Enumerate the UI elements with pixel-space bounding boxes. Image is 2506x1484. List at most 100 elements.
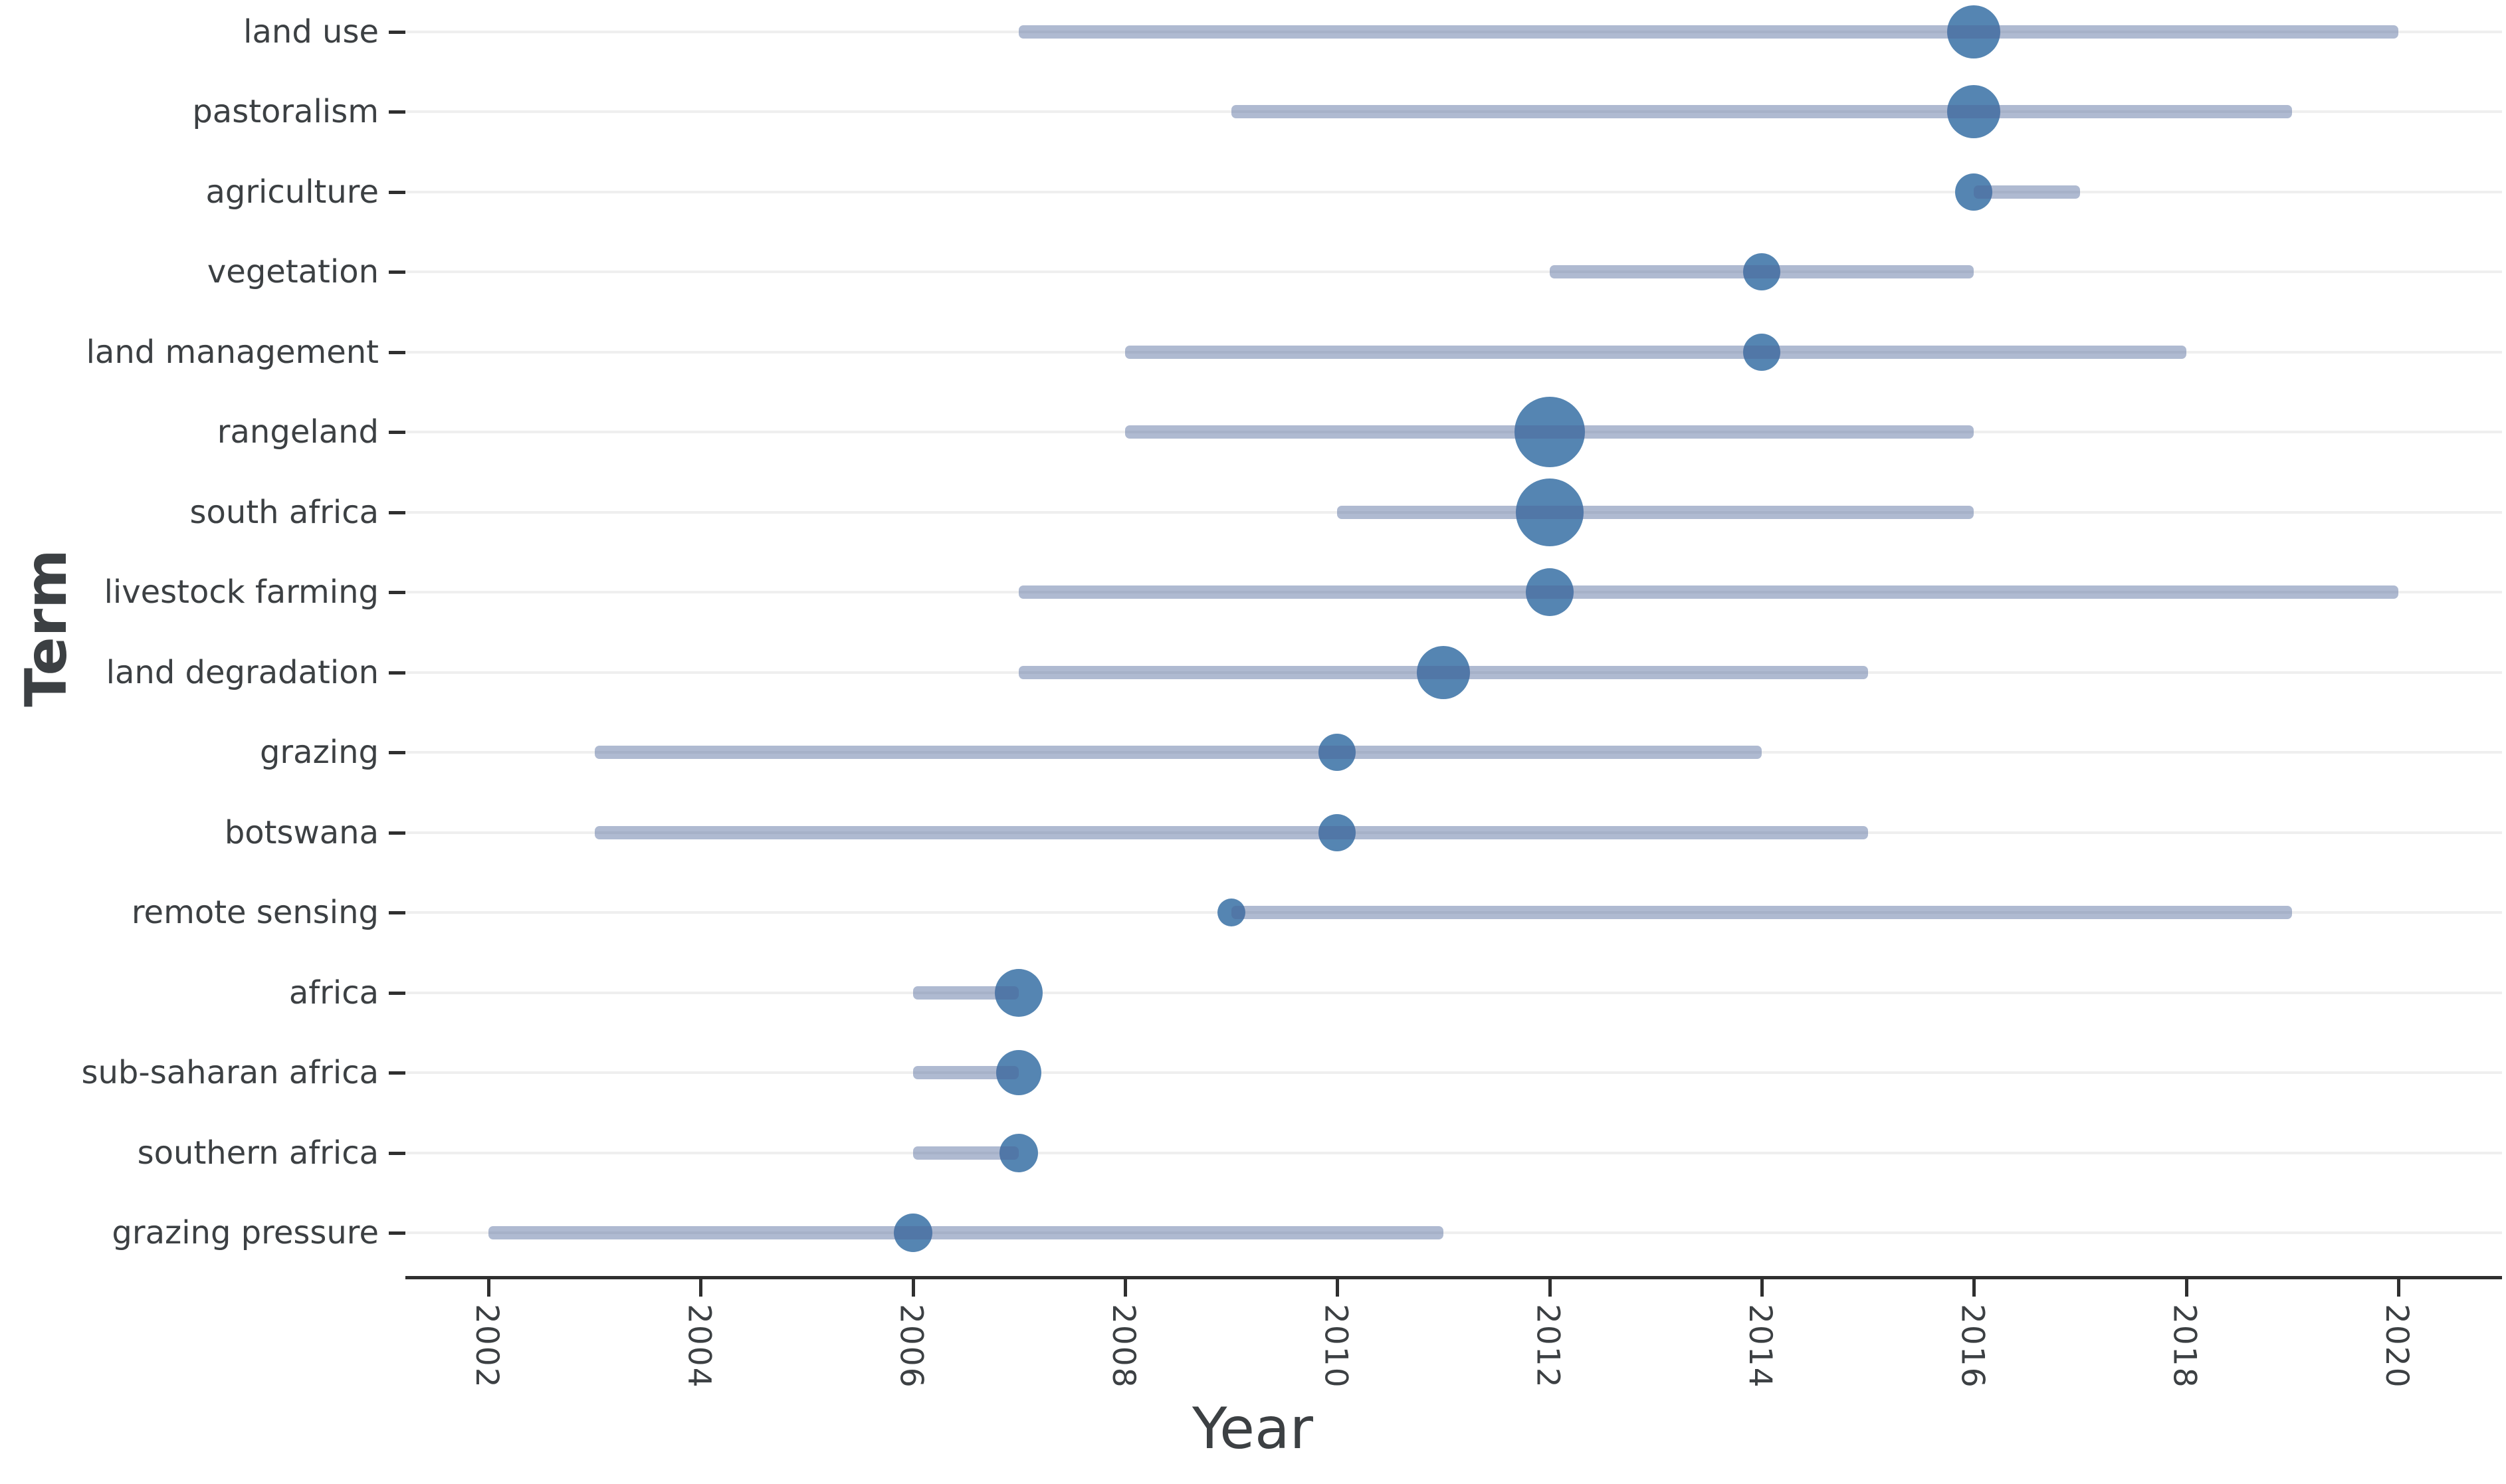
y-tick-mark [389, 591, 405, 595]
y-axis-category-label: pastoralism [192, 93, 379, 131]
x-axis-title: Year [1192, 1396, 1314, 1462]
category-gridline [405, 270, 2502, 274]
term-range-line [1019, 665, 1868, 679]
y-tick-mark [389, 1151, 405, 1155]
x-axis-year-label: 2014 [1742, 1304, 1779, 1389]
term-bubble [1947, 85, 2001, 139]
y-axis-category-label: grazing pressure [112, 1214, 379, 1252]
x-axis-year-label: 2012 [1529, 1304, 1566, 1389]
category-gridline [405, 510, 2502, 514]
category-gridline [405, 31, 2502, 33]
term-bubble [1515, 478, 1584, 546]
y-axis-category-label: southern africa [137, 1134, 379, 1172]
x-tick-mark [2184, 1278, 2188, 1297]
x-axis-year-label: 2010 [1317, 1304, 1354, 1389]
y-tick-mark [389, 751, 405, 755]
x-axis-year-label: 2002 [469, 1304, 505, 1389]
category-gridline [405, 1071, 2502, 1075]
term-bubble [1947, 5, 2001, 58]
term-bubble [999, 1133, 1039, 1172]
term-bubble [1318, 813, 1356, 851]
x-tick-mark [487, 1278, 490, 1297]
term-range-line [488, 1226, 1444, 1240]
category-gridline [405, 591, 2502, 594]
y-tick-mark [389, 190, 405, 194]
x-axis-year-label: 2016 [1954, 1304, 1991, 1389]
y-axis-category-label: grazing [259, 734, 379, 772]
term-bubble [893, 1214, 932, 1253]
x-axis-year-label: 2006 [892, 1304, 930, 1389]
term-range-line [1231, 105, 2293, 119]
term-range-line [1337, 505, 1974, 519]
x-axis-year-label: 2020 [2378, 1304, 2416, 1389]
term-range-line [912, 986, 1019, 1000]
category-gridline [405, 190, 2502, 193]
y-tick-mark [389, 991, 405, 995]
term-bubble [1514, 397, 1585, 468]
term-range-line [1019, 25, 2399, 39]
category-gridline [405, 1151, 2502, 1154]
term-bubble [1743, 253, 1781, 291]
term-range-line [1019, 585, 2399, 599]
category-gridline [405, 991, 2502, 994]
x-tick-mark [911, 1278, 915, 1297]
term-range-line [1549, 265, 1974, 279]
x-tick-mark [699, 1278, 703, 1297]
term-bubble [996, 1050, 1042, 1096]
y-tick-mark [389, 510, 405, 514]
x-tick-mark [1760, 1278, 1764, 1297]
y-tick-mark [389, 31, 405, 34]
term-range-line [912, 1146, 1019, 1160]
y-tick-mark [389, 431, 405, 435]
term-bubble [1417, 645, 1471, 699]
x-tick-mark [1124, 1278, 1128, 1297]
y-axis-category-label: south africa [189, 493, 379, 531]
category-gridline [405, 431, 2502, 434]
x-axis-year-label: 2008 [1105, 1304, 1142, 1389]
category-gridline [405, 831, 2502, 834]
term-range-line [912, 1066, 1019, 1080]
term-range-line [1974, 185, 2081, 199]
x-tick-mark [1548, 1278, 1552, 1297]
y-tick-mark [389, 270, 405, 274]
x-axis-year-label: 2004 [680, 1304, 718, 1389]
y-axis-category-label: land degradation [106, 653, 379, 691]
x-tick-mark [2397, 1278, 2401, 1297]
y-tick-mark [389, 350, 405, 354]
y-tick-mark [389, 110, 405, 114]
y-tick-mark [389, 831, 405, 835]
y-axis-category-label: sub-saharan africa [81, 1054, 379, 1092]
term-range-line [594, 746, 1762, 760]
y-axis-category-label: land use [243, 13, 379, 51]
category-gridline [405, 110, 2502, 114]
category-gridline [405, 1231, 2502, 1235]
y-axis-category-label: botswana [224, 813, 379, 851]
y-axis-category-label: livestock farming [104, 574, 379, 611]
x-tick-mark [1336, 1278, 1340, 1297]
y-axis-category-label: rangeland [217, 413, 379, 451]
term-bubble [1955, 173, 1993, 211]
x-axis-year-label: 2018 [2166, 1304, 2203, 1389]
category-gridline [405, 350, 2502, 354]
y-axis-category-label: agriculture [205, 173, 379, 211]
y-tick-mark [389, 671, 405, 675]
term-bubble [1318, 734, 1356, 772]
y-axis-category-label: land management [86, 333, 379, 371]
term-bubble [1525, 568, 1574, 617]
y-axis-category-label: remote sensing [131, 894, 379, 932]
y-axis-category-label: africa [288, 974, 379, 1011]
term-range-line [1231, 906, 2293, 920]
term-bubble [1217, 899, 1245, 927]
y-tick-mark [389, 911, 405, 915]
y-axis-category-label: vegetation [207, 253, 379, 291]
term-bubble [1743, 333, 1781, 371]
category-gridline [405, 751, 2502, 754]
x-tick-mark [1972, 1278, 1976, 1297]
term-bubble [995, 968, 1043, 1017]
term-range-line [1125, 425, 1974, 439]
category-gridline [405, 911, 2502, 914]
term-range-line [594, 825, 1868, 839]
y-tick-mark [389, 1071, 405, 1075]
term-range-line [1125, 345, 2186, 359]
